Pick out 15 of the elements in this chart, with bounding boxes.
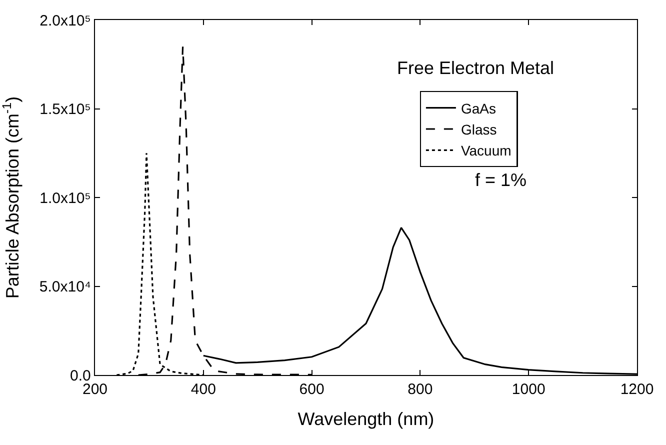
x-tick-label: 1000 bbox=[512, 381, 546, 398]
y-tick-label: 1.5x10⁵ bbox=[40, 101, 91, 118]
x-axis-title: Wavelength (nm) bbox=[298, 409, 434, 430]
annotation: f = 1% bbox=[475, 170, 527, 190]
x-tick-label: 600 bbox=[299, 381, 324, 398]
y-tick-label: 5.0x10⁴ bbox=[39, 278, 91, 296]
x-tick-label: 1200 bbox=[620, 381, 654, 398]
x-tick-label: 400 bbox=[190, 381, 216, 398]
annotation: Free Electron Metal bbox=[397, 58, 554, 78]
legend-label: Vacuum bbox=[460, 142, 512, 159]
legend-label: GaAs bbox=[460, 100, 496, 116]
x-tick-label: 800 bbox=[408, 381, 433, 398]
y-tick-label: 2.0x10⁵ bbox=[40, 12, 91, 30]
y-tick-label: 1.0x10⁵ bbox=[40, 190, 91, 207]
legend-label: Glass bbox=[460, 121, 497, 138]
